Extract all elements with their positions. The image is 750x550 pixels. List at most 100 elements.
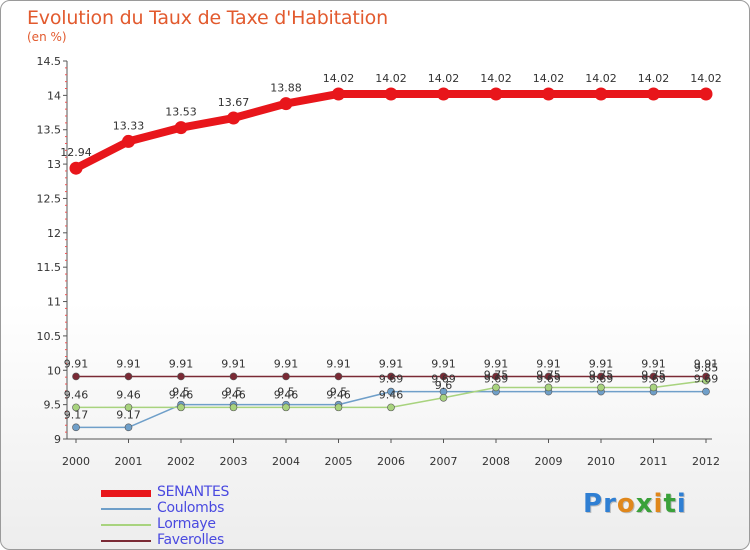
data-label: 9.69 xyxy=(641,373,666,386)
data-point xyxy=(649,372,658,381)
data-label: 9.91 xyxy=(64,357,89,370)
data-label: 9.91 xyxy=(379,357,404,370)
data-point xyxy=(334,372,343,381)
data-label: 9.85 xyxy=(694,362,719,375)
data-label: 9.69 xyxy=(379,373,404,386)
data-point xyxy=(124,372,133,381)
x-tick-label: 2008 xyxy=(482,455,510,468)
data-label: 9.91 xyxy=(431,357,456,370)
data-label: 9.17 xyxy=(64,408,89,421)
data-point xyxy=(279,97,293,111)
data-label: 14.02 xyxy=(585,72,617,85)
data-label: 9.91 xyxy=(116,357,141,370)
x-tick-label: 2005 xyxy=(325,455,353,468)
data-point xyxy=(334,403,343,412)
data-label: 14.02 xyxy=(323,72,355,85)
data-label: 9.46 xyxy=(221,388,246,401)
data-label: 9.69 xyxy=(536,373,561,386)
legend-label: Lormaye xyxy=(157,516,216,532)
data-point xyxy=(702,387,710,396)
data-label: 14.02 xyxy=(533,72,565,85)
data-point xyxy=(489,87,503,101)
legend-swatch xyxy=(101,524,151,526)
data-label: 9.91 xyxy=(536,357,561,370)
y-tick-label: 14.5 xyxy=(37,55,62,68)
data-label: 9.91 xyxy=(326,357,351,370)
data-point xyxy=(387,372,395,381)
data-point xyxy=(544,372,553,381)
data-point xyxy=(597,383,605,392)
data-point xyxy=(72,423,80,432)
data-point xyxy=(439,372,448,381)
data-point xyxy=(122,134,135,148)
data-point xyxy=(699,87,713,101)
data-label: 9.75 xyxy=(641,368,666,381)
chart-title: Evolution du Taux de Taxe d'Habitation xyxy=(27,7,388,29)
data-point xyxy=(594,87,608,101)
legend-item-faverolles: Faverolles xyxy=(101,532,321,549)
x-tick-label: 2012 xyxy=(692,455,720,468)
data-point xyxy=(72,403,80,412)
data-label: 9.5 xyxy=(330,386,348,399)
data-point xyxy=(702,372,710,381)
data-label: 13.88 xyxy=(270,82,302,95)
x-tick-label: 2009 xyxy=(535,455,563,468)
y-tick-label: 13 xyxy=(47,158,61,171)
y-tick-label: 12 xyxy=(47,227,61,240)
data-label: 9.91 xyxy=(274,357,299,370)
data-point xyxy=(597,372,605,381)
data-label: 9.46 xyxy=(379,388,404,401)
x-tick-label: 2003 xyxy=(220,455,248,468)
data-label: 13.67 xyxy=(218,96,250,109)
data-point xyxy=(124,403,133,412)
data-point xyxy=(492,372,500,381)
data-label: 9.6 xyxy=(435,379,453,392)
data-label: 9.69 xyxy=(484,373,509,386)
data-point xyxy=(177,372,185,381)
data-point xyxy=(282,372,290,381)
data-label: 9.75 xyxy=(484,368,509,381)
x-tick-label: 2006 xyxy=(377,455,405,468)
data-label: 9.5 xyxy=(172,386,190,399)
data-point xyxy=(387,387,395,396)
data-label: 9.69 xyxy=(431,373,456,386)
x-tick-label: 2002 xyxy=(167,455,195,468)
data-point xyxy=(227,111,240,125)
legend-swatch xyxy=(101,508,151,510)
x-tick-label: 2004 xyxy=(272,455,300,468)
data-point xyxy=(387,403,395,412)
data-label: 9.75 xyxy=(536,368,561,381)
x-tick-label: 2010 xyxy=(587,455,615,468)
legend: SENANTES Coulombs Lormaye Faverolles xyxy=(101,484,321,549)
data-label: 9.91 xyxy=(589,357,614,370)
data-label: 9.17 xyxy=(116,408,141,421)
legend-swatch xyxy=(101,540,151,542)
data-point xyxy=(437,87,450,101)
data-label: 14.02 xyxy=(480,72,512,85)
legend-label: Coulombs xyxy=(157,500,225,516)
legend-label: Faverolles xyxy=(157,532,224,548)
y-tick-label: 11 xyxy=(47,296,61,309)
data-label: 9.91 xyxy=(484,357,509,370)
y-tick-label: 9 xyxy=(54,433,61,446)
data-label: 9.46 xyxy=(64,388,89,401)
legend-swatch xyxy=(101,489,151,497)
data-label: 9.5 xyxy=(277,386,295,399)
data-label: 9.91 xyxy=(641,357,666,370)
data-label: 14.02 xyxy=(375,72,407,85)
data-label: 14.02 xyxy=(638,72,670,85)
data-label: 13.53 xyxy=(165,106,197,119)
data-point xyxy=(72,372,80,381)
legend-item-senantes: SENANTES xyxy=(101,484,321,501)
data-label: 14.02 xyxy=(428,72,460,85)
data-point xyxy=(649,383,658,392)
y-tick-label: 13.5 xyxy=(37,124,62,137)
proxiti-logo: Proxiti xyxy=(583,489,687,519)
data-point xyxy=(282,403,290,412)
data-label: 9.46 xyxy=(169,388,194,401)
x-tick-label: 2001 xyxy=(115,455,143,468)
data-label: 9.91 xyxy=(694,357,719,370)
data-point xyxy=(229,403,238,412)
